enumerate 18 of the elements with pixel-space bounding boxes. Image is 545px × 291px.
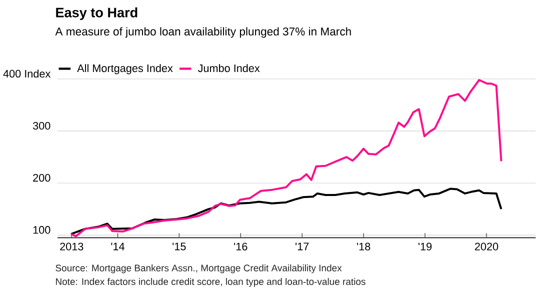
x-tick-label: '18: [357, 242, 370, 250]
legend-label: All Mortgages Index: [77, 64, 173, 74]
y-tick-label: 400 Index: [3, 69, 51, 78]
source-note: Source: Mortgage Bankers Assn., Mortgage Credit Availability Index: [56, 264, 342, 274]
x-tick-label: '14: [111, 242, 124, 250]
chart-title: Easy to Hard: [56, 7, 138, 20]
x-tick-label: 2020: [474, 242, 498, 250]
x-tick-label: '15: [172, 242, 186, 250]
chart-subtitle: A measure of jumbo loan availability plunged 37% in March: [55, 27, 351, 38]
x-tick-label: '17: [296, 242, 309, 250]
text: Note: Index factors include credit score, loan type and loan-to-value ratios: [56, 278, 366, 287]
y-tick-label: 100: [33, 226, 50, 234]
x-tick-label: '19: [418, 242, 432, 250]
legend-label: Jumbo Index: [198, 64, 260, 72]
y-tick-label: 200: [33, 174, 50, 182]
x-tick-label: 2013: [60, 242, 84, 250]
x-tick-label: '16: [234, 242, 248, 250]
y-tick-label: 300: [32, 122, 50, 130]
